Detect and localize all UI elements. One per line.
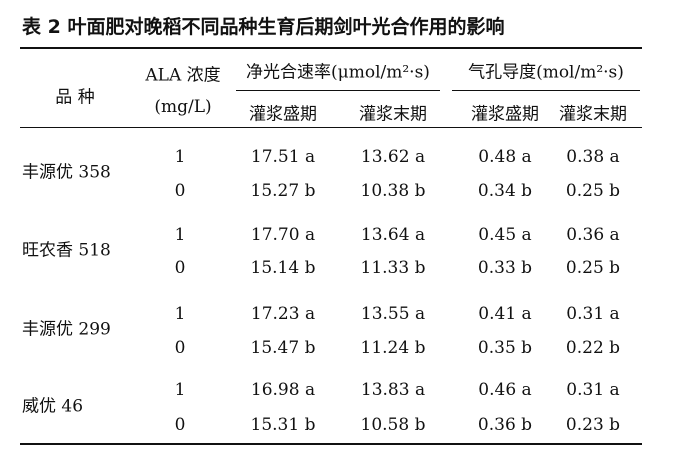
table-title: 表 2 叶面肥对晚稻不同品种生育后期剑叶光合作用的影响 [22, 16, 505, 38]
cell: 13.62 a [360, 147, 426, 167]
cell: 15.31 b [250, 415, 316, 435]
span-rule [236, 90, 440, 91]
cell: 15.27 b [250, 181, 316, 201]
cell: 15.14 b [250, 258, 316, 278]
cell: 1 [174, 304, 186, 324]
cell: 0.22 b [565, 338, 621, 358]
cell: 0.36 b [477, 415, 533, 435]
cell: 13.55 a [360, 304, 426, 324]
cell: 1 [174, 225, 186, 245]
cell: 10.38 b [360, 181, 426, 201]
variety: 威优 46 [22, 396, 84, 416]
cell: 15.47 b [250, 338, 316, 358]
cell: 0.25 b [565, 181, 621, 201]
header-ala: ALA 浓度 [145, 65, 221, 86]
cell: 13.83 a [360, 380, 426, 400]
top-rule [20, 47, 642, 49]
cell: 11.33 b [360, 258, 426, 278]
cell: 0.41 a [478, 304, 532, 324]
cell: 0.31 a [566, 380, 620, 400]
cell: 0.36 a [566, 225, 620, 245]
cell: 13.64 a [360, 225, 426, 245]
cell: 1 [174, 147, 186, 167]
variety: 旺农香 518 [22, 240, 111, 260]
cell: 0.34 b [477, 181, 533, 201]
cell: 0.25 b [565, 258, 621, 278]
cell: 10.58 b [360, 415, 426, 435]
cell: 0 [174, 258, 186, 278]
cell: 0.33 b [477, 258, 533, 278]
header-stage: 灌浆盛期 [249, 104, 317, 125]
bottom-rule [20, 443, 642, 445]
header-stage: 灌浆盛期 [471, 104, 539, 125]
cell: 0 [174, 415, 186, 435]
span-rule [452, 90, 640, 91]
cell: 0.38 a [566, 147, 620, 167]
cell: 0 [174, 338, 186, 358]
header-stage: 灌浆末期 [559, 104, 627, 125]
variety: 丰源优 299 [22, 319, 111, 340]
cell: 0.46 a [478, 380, 532, 400]
header-ala-unit: (mg/L) [154, 97, 212, 117]
cell: 11.24 b [360, 338, 426, 358]
cell: 0.45 a [478, 225, 532, 245]
cell: 0.31 a [566, 304, 620, 324]
cell: 1 [174, 380, 186, 400]
header-variety: 品 种 [55, 87, 95, 108]
cell: 0.48 a [478, 147, 532, 167]
cell: 16.98 a [250, 380, 316, 400]
cell: 17.70 a [250, 225, 316, 245]
header-pn: 净光合速率(μmol/m²·s) [246, 62, 430, 83]
header-gs: 气孔导度(mol/m²·s) [468, 62, 624, 83]
cell: 17.23 a [250, 304, 316, 324]
header-stage: 灌浆末期 [359, 104, 427, 125]
cell: 0.35 b [477, 338, 533, 358]
cell: 0.23 b [565, 415, 621, 435]
variety: 丰源优 358 [22, 162, 111, 183]
header-rule [20, 127, 642, 128]
cell: 0 [174, 181, 186, 201]
cell: 17.51 a [250, 147, 316, 167]
